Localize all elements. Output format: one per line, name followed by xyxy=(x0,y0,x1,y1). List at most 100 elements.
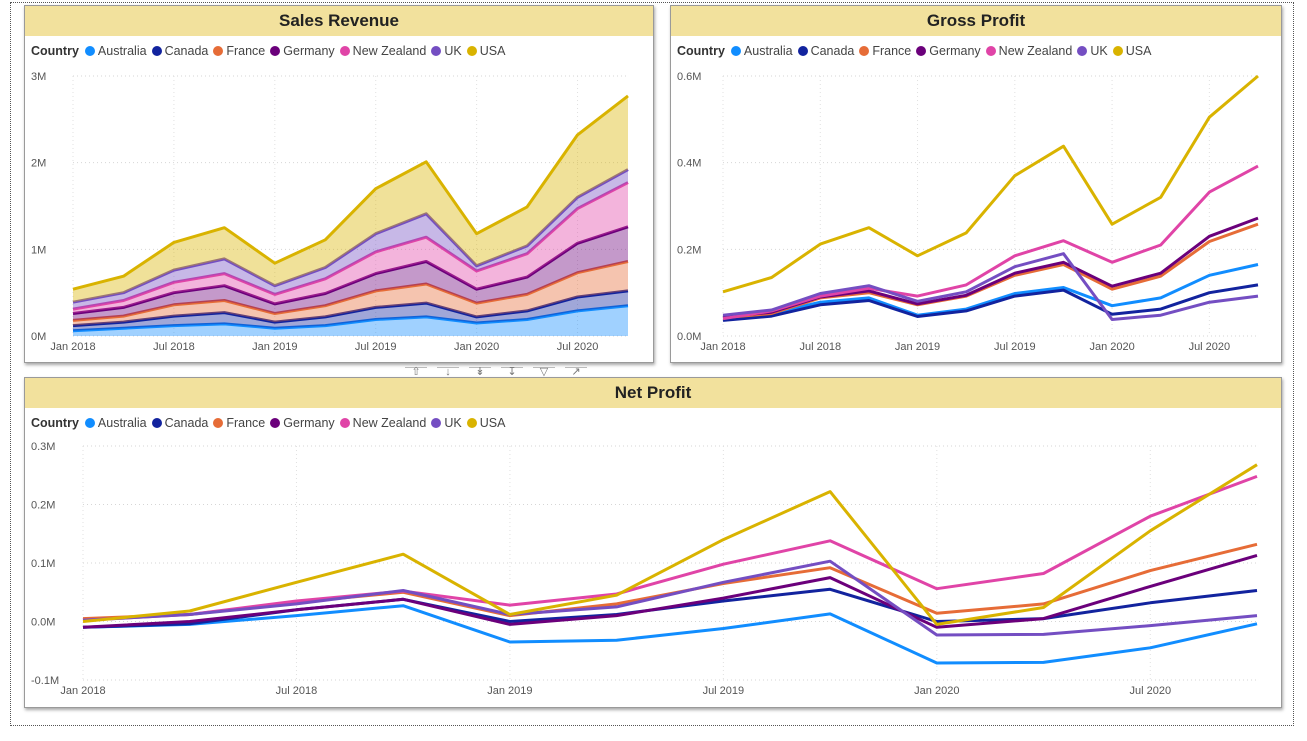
legend-item-france[interactable]: France xyxy=(213,416,265,430)
x-tick-label: Jul 2020 xyxy=(1189,341,1231,353)
y-tick-label: 1M xyxy=(31,244,46,256)
legend-item-canada[interactable]: Canada xyxy=(151,416,209,430)
legend-dot xyxy=(466,46,477,56)
line-new-zealand[interactable] xyxy=(722,164,1259,321)
gross-profit-title: Gross Profit xyxy=(671,6,1281,36)
legend-item-new-zealand[interactable]: New Zealand xyxy=(339,416,427,430)
legend-dot xyxy=(84,46,95,56)
legend-label: New Zealand xyxy=(352,416,427,430)
x-tick-label: Jan 2019 xyxy=(252,341,297,353)
line-germany[interactable] xyxy=(72,225,629,315)
area-germany[interactable] xyxy=(73,226,628,321)
legend-dot xyxy=(339,46,350,56)
legend-title: Country xyxy=(31,44,79,58)
expand-all-icon[interactable]: ↡ xyxy=(469,367,491,378)
legend-item-france[interactable]: France xyxy=(859,44,911,58)
legend-item-germany[interactable]: Germany xyxy=(270,44,335,58)
line-usa[interactable] xyxy=(722,74,1259,294)
line-canada[interactable] xyxy=(722,283,1259,322)
legend-item-germany[interactable]: Germany xyxy=(916,44,981,58)
x-tick-label: Jan 2020 xyxy=(914,685,959,697)
x-tick-label: Jul 2019 xyxy=(994,341,1036,353)
area-uk[interactable] xyxy=(73,169,628,310)
legend-item-new-zealand[interactable]: New Zealand xyxy=(339,44,427,58)
area-usa[interactable] xyxy=(73,95,628,303)
line-usa[interactable] xyxy=(72,94,629,291)
legend-item-australia[interactable]: Australia xyxy=(730,44,793,58)
legend-dot xyxy=(985,46,996,56)
legend-dot xyxy=(859,46,870,56)
legend-label: UK xyxy=(444,416,462,430)
area-australia[interactable] xyxy=(73,305,628,336)
legend-label: New Zealand xyxy=(998,44,1073,58)
line-australia[interactable] xyxy=(722,263,1259,320)
legend-label: France xyxy=(872,44,912,58)
net-profit-title: Net Profit xyxy=(25,378,1281,408)
legend-item-usa[interactable]: USA xyxy=(1112,44,1151,58)
line-new-zealand[interactable] xyxy=(82,474,1258,622)
sales-revenue-title: Sales Revenue xyxy=(25,6,653,36)
gross-profit-visual[interactable]: Gross Profit Country Australia Canada Fr… xyxy=(670,5,1282,363)
y-tick-label: 0.4M xyxy=(677,158,701,170)
legend-item-uk[interactable]: UK xyxy=(431,416,462,430)
legend-item-uk[interactable]: UK xyxy=(431,44,462,58)
line-canada[interactable] xyxy=(72,289,629,328)
legend-dot xyxy=(213,418,224,428)
x-tick-label: Jul 2018 xyxy=(799,341,841,353)
legend-label: France xyxy=(226,44,266,58)
legend-label: Germany xyxy=(283,416,335,430)
legend-dot xyxy=(797,46,808,56)
gross-profit-legend: Country Australia Canada France Germany … xyxy=(677,44,1156,58)
legend-item-france[interactable]: France xyxy=(213,44,265,58)
line-france[interactable] xyxy=(72,260,629,322)
legend-label: Australia xyxy=(743,44,793,58)
y-tick-label: 0.0M xyxy=(677,331,701,343)
legend-label: UK xyxy=(1090,44,1108,58)
line-australia[interactable] xyxy=(72,304,629,333)
x-tick-label: Jan 2020 xyxy=(1089,341,1134,353)
legend-title: Country xyxy=(31,416,79,430)
area-canada[interactable] xyxy=(73,290,628,331)
legend-item-uk[interactable]: UK xyxy=(1077,44,1108,58)
legend-item-australia[interactable]: Australia xyxy=(84,416,147,430)
x-tick-label: Jan 2019 xyxy=(895,341,940,353)
y-tick-label: 0.2M xyxy=(677,244,701,256)
x-tick-label: Jul 2019 xyxy=(703,685,745,697)
legend-item-usa[interactable]: USA xyxy=(466,416,506,430)
sales-revenue-plot[interactable]: 0M 1M 2M 3M Jan 2018 Jul 2018 Jan 2019 Jul 2019… xyxy=(25,6,653,362)
net-profit-visual[interactable]: Net Profit Country Australia Canada Fran… xyxy=(24,377,1282,708)
legend-item-germany[interactable]: Germany xyxy=(270,416,335,430)
legend-label: New Zealand xyxy=(352,44,427,58)
filter-icon[interactable]: ▽ xyxy=(533,367,555,378)
legend-dot xyxy=(730,46,741,56)
legend-item-australia[interactable]: Australia xyxy=(84,44,147,58)
x-tick-label: Jan 2018 xyxy=(60,685,105,697)
line-uk[interactable] xyxy=(72,168,629,304)
legend-label: USA xyxy=(479,416,506,430)
legend-label: Canada xyxy=(164,416,209,430)
line-uk[interactable] xyxy=(82,559,1258,637)
legend-item-canada[interactable]: Canada xyxy=(797,44,854,58)
focus-mode-icon[interactable]: ↗ xyxy=(565,367,587,378)
line-new-zealand[interactable] xyxy=(72,181,629,311)
net-profit-plot[interactable]: -0.1M 0.0M 0.1M 0.2M 0.3M Jan 2018 Jul 2018 Jan… xyxy=(25,378,1281,707)
pin-icon[interactable]: ⇧ xyxy=(405,367,427,378)
area-new-zealand[interactable] xyxy=(73,182,628,314)
legend-dot xyxy=(213,46,224,56)
drill-down-icon[interactable]: ↓ xyxy=(437,367,459,378)
line-usa[interactable] xyxy=(82,463,1258,626)
line-australia[interactable] xyxy=(82,604,1258,665)
y-tick-label: 2M xyxy=(31,158,46,170)
drill-level-icon[interactable]: ↧ xyxy=(501,367,523,378)
line-uk[interactable] xyxy=(722,252,1259,321)
legend-item-usa[interactable]: USA xyxy=(466,44,505,58)
legend-item-new-zealand[interactable]: New Zealand xyxy=(985,44,1073,58)
area-france[interactable] xyxy=(73,261,628,326)
sales-revenue-visual[interactable]: Sales Revenue Country Australia Canada F… xyxy=(24,5,654,363)
line-germany[interactable] xyxy=(82,553,1258,629)
legend-dot xyxy=(270,418,281,428)
legend-item-canada[interactable]: Canada xyxy=(151,44,208,58)
legend-dot xyxy=(84,418,95,428)
gross-profit-plot[interactable]: 0.0M 0.2M 0.4M 0.6M Jan 2018 Jul 2018 Jan 2019… xyxy=(671,6,1281,362)
legend-dot xyxy=(1112,46,1123,56)
